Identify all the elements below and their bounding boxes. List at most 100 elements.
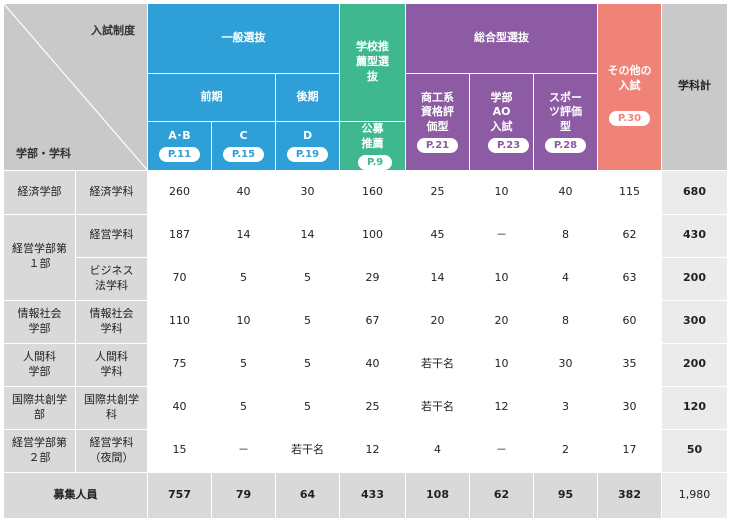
- comprehensive-selection-header: 総合型選抜: [406, 4, 599, 74]
- total-cell: 300: [662, 300, 729, 344]
- other-exams-header: その他の入試 P.30: [598, 4, 663, 171]
- department-cell: 経営学科: [76, 214, 148, 258]
- footer-value-cell: 79: [212, 472, 276, 519]
- value-cell: 70: [148, 257, 212, 301]
- table-row: ビジネス法学科 70 5 5 29 14 10 4 63 200: [4, 257, 729, 301]
- value-cell: 67: [340, 300, 407, 344]
- page-ref-d: P.19: [286, 147, 329, 163]
- value-cell: 40: [534, 170, 599, 215]
- value-cell: 30: [534, 343, 599, 387]
- value-cell: 30: [598, 386, 663, 430]
- value-cell: 5: [276, 257, 341, 301]
- value-cell: 100: [340, 214, 407, 258]
- value-cell: 20: [406, 300, 471, 344]
- value-cell: 29: [340, 257, 407, 301]
- value-cell: 4: [406, 429, 471, 473]
- col-ab-header: A･B P.11: [148, 122, 212, 171]
- dept-total-header: 学科計: [662, 4, 729, 171]
- value-cell: 160: [340, 170, 407, 215]
- value-cell: 14: [212, 214, 276, 258]
- faculty-cell: 国際共創学部: [4, 386, 76, 430]
- faculty-cell: 経営学部第２部: [4, 429, 76, 473]
- value-cell: 10: [470, 170, 535, 215]
- early-period-header: 前期: [148, 74, 276, 122]
- department-cell: 人間科学科: [76, 343, 148, 387]
- department-cell: 国際共創学科: [76, 386, 148, 430]
- department-cell: 情報社会学科: [76, 300, 148, 344]
- table-row: 経営学部第１部 経営学科 187 14 14 100 45 － 8 62 430: [4, 214, 729, 301]
- value-cell: 62: [598, 214, 663, 258]
- total-cell: 430: [662, 214, 729, 258]
- value-cell: 60: [598, 300, 663, 344]
- value-cell: 260: [148, 170, 212, 215]
- col-d-header: D P.19: [276, 122, 341, 171]
- value-cell: 14: [406, 257, 471, 301]
- grand-total-cell: 1,980: [662, 472, 729, 519]
- value-cell: 若干名: [406, 343, 471, 387]
- value-cell: 12: [340, 429, 407, 473]
- table-row: 経済学部 経済学科 260 40 30 160 25 10 40 115 680: [4, 170, 729, 215]
- public-rec-header: 公募推薦 P.9: [340, 122, 407, 171]
- table-row: 経営学部第２部 経営学科（夜間） 15 － 若干名 12 4 － 2 17 50: [4, 429, 729, 473]
- page-ref-other: P.30: [608, 110, 651, 126]
- table-row: 人間科学部 人間科学科 75 5 5 40 若干名 10 30 35 200: [4, 343, 729, 387]
- value-cell: 187: [148, 214, 212, 258]
- value-cell: －: [470, 429, 535, 473]
- value-cell: 5: [276, 300, 341, 344]
- admissions-table-container: 入試制度 学部・学科 一般選抜 学校推薦型選抜 総合型選抜 その他の入試 P.3…: [4, 4, 729, 519]
- department-cell: 経済学科: [76, 170, 148, 215]
- value-cell: 5: [212, 257, 276, 301]
- value-cell: 15: [148, 429, 212, 473]
- value-cell: 40: [148, 386, 212, 430]
- value-cell: 12: [470, 386, 535, 430]
- value-cell: 40: [340, 343, 407, 387]
- total-cell: 120: [662, 386, 729, 430]
- ao-header: 学部AO入試 P.23: [470, 74, 535, 171]
- footer-value-cell: 95: [534, 472, 599, 519]
- footer-value-cell: 108: [406, 472, 471, 519]
- footer-value-cell: 64: [276, 472, 341, 519]
- other-exams-label: その他の入試: [607, 64, 652, 92]
- value-cell: 110: [148, 300, 212, 344]
- table-corner-header: 入試制度 学部・学科: [4, 4, 148, 171]
- table-row: 情報社会学部 情報社会学科 110 10 5 67 20 20 8 60 300: [4, 300, 729, 344]
- value-cell: 63: [598, 257, 663, 301]
- value-cell: 若干名: [406, 386, 471, 430]
- footer-label: 募集人員: [4, 472, 148, 519]
- admissions-quota-table: 入試制度 学部・学科 一般選抜 学校推薦型選抜 総合型選抜 その他の入試 P.3…: [4, 4, 729, 519]
- value-cell: －: [470, 214, 535, 258]
- total-cell: 200: [662, 343, 729, 387]
- commerce-header: 商工系資格評価型 P.21: [406, 74, 471, 171]
- value-cell: 5: [276, 343, 341, 387]
- value-cell: 25: [406, 170, 471, 215]
- faculty-cell: 情報社会学部: [4, 300, 76, 344]
- footer-value-cell: 382: [598, 472, 663, 519]
- corner-label-system: 入試制度: [91, 24, 135, 37]
- page-ref-commerce: P.21: [416, 138, 459, 154]
- value-cell: 17: [598, 429, 663, 473]
- total-cell: 50: [662, 429, 729, 473]
- value-cell: 4: [534, 257, 599, 301]
- commerce-label: 商工系資格評価型: [421, 90, 455, 134]
- value-cell: 25: [340, 386, 407, 430]
- value-cell: 14: [276, 214, 341, 258]
- page-ref-sports: P.28: [544, 138, 587, 154]
- col-c-label: C: [239, 129, 248, 143]
- table-row: 国際共創学部 国際共創学科 40 5 5 25 若干名 12 3 30 120: [4, 386, 729, 430]
- late-period-header: 後期: [276, 74, 341, 122]
- value-cell: 3: [534, 386, 599, 430]
- ao-label: 学部AO入試: [490, 90, 513, 134]
- page-ref-rec: P.9: [358, 154, 393, 170]
- value-cell: 30: [276, 170, 341, 215]
- value-cell: 5: [212, 343, 276, 387]
- sports-label: スポーツ評価型: [549, 90, 583, 134]
- value-cell: 75: [148, 343, 212, 387]
- col-d-label: D: [302, 129, 313, 143]
- general-selection-header: 一般選抜: [148, 4, 341, 74]
- value-cell: 5: [212, 386, 276, 430]
- department-cell: ビジネス法学科: [76, 257, 148, 301]
- value-cell: 2: [534, 429, 599, 473]
- footer-value-cell: 62: [470, 472, 535, 519]
- page-ref-ao: P.23: [488, 138, 530, 154]
- value-cell: 20: [470, 300, 535, 344]
